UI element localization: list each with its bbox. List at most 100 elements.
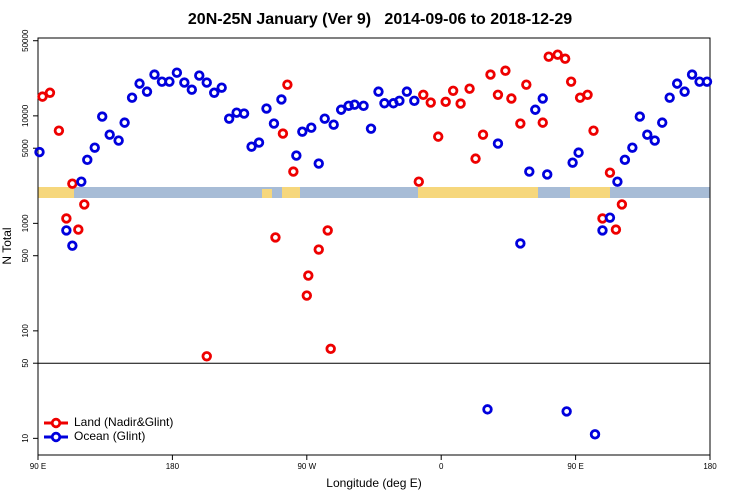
point (552, 49, 563, 60)
point (171, 67, 183, 78)
x-tick-label: 0 (439, 462, 444, 471)
point (604, 212, 616, 223)
point (270, 232, 281, 243)
point (500, 65, 511, 76)
y-tick-label: 10 (21, 433, 30, 442)
point (616, 199, 628, 210)
point (604, 167, 616, 178)
point (394, 95, 405, 107)
point (34, 146, 45, 158)
point (619, 154, 631, 166)
point (61, 225, 72, 236)
point (113, 135, 124, 146)
point (325, 343, 336, 355)
point (649, 135, 660, 146)
point (537, 93, 548, 104)
point (238, 108, 250, 119)
point (559, 53, 571, 64)
point (567, 157, 578, 168)
point (61, 213, 72, 224)
point (537, 117, 548, 128)
point (53, 125, 65, 136)
y-tick-label: 100 (21, 324, 30, 338)
point (365, 123, 377, 134)
point (335, 104, 347, 115)
point (282, 79, 293, 90)
map-strip (38, 187, 710, 198)
point (664, 92, 675, 103)
point (506, 93, 517, 104)
point (543, 51, 554, 62)
point (349, 99, 360, 110)
point (418, 89, 429, 100)
point (686, 69, 698, 80)
y-tick-label: 50 (21, 358, 30, 367)
x-axis-label: Longitude (deg E) (326, 476, 421, 490)
point (328, 119, 339, 130)
point (401, 86, 413, 97)
point (37, 91, 48, 102)
point (89, 142, 100, 153)
point (216, 82, 227, 93)
point (492, 138, 504, 149)
x-tick-label: 180 (703, 462, 717, 471)
y-tick-label: 5000 (21, 139, 30, 157)
chart-title: 20N-25N January (Ver 9) 2014-09-06 to 20… (188, 11, 572, 28)
point (126, 92, 138, 103)
point (358, 100, 369, 112)
point (679, 86, 690, 97)
point (433, 131, 444, 142)
point (179, 77, 190, 88)
point (201, 351, 212, 362)
point (194, 70, 205, 81)
point (627, 142, 638, 153)
point (701, 76, 713, 87)
point (268, 118, 280, 129)
point (413, 176, 424, 187)
point (79, 199, 90, 210)
x-tick-label: 180 (166, 462, 180, 471)
point (67, 240, 78, 251)
point (276, 94, 287, 105)
y-tick-label: 1000 (21, 214, 30, 232)
point (485, 69, 496, 80)
point (76, 176, 87, 187)
point (303, 270, 314, 281)
point (573, 147, 584, 158)
point (164, 76, 175, 87)
point (671, 78, 683, 89)
point (440, 96, 451, 108)
point (521, 79, 532, 90)
point (477, 129, 489, 140)
point (134, 78, 145, 89)
point (141, 86, 153, 97)
legend-label: Land (Nadir&Glint) (74, 415, 173, 429)
point (565, 76, 577, 87)
point (588, 125, 599, 136)
legend-marker (50, 431, 62, 443)
point (455, 98, 466, 109)
point (482, 404, 493, 415)
point (542, 169, 553, 180)
point (82, 154, 93, 166)
y-tick-label: 500 (21, 248, 30, 262)
point (201, 77, 212, 88)
point (425, 97, 436, 108)
point (379, 98, 390, 109)
point (642, 129, 653, 140)
point (515, 238, 526, 249)
point (313, 244, 324, 255)
point (612, 176, 623, 187)
point (73, 224, 84, 235)
point (530, 104, 541, 115)
point (597, 225, 608, 236)
point (301, 290, 312, 301)
point (97, 111, 108, 122)
legend-label: Ocean (Glint) (74, 429, 145, 443)
point (291, 150, 302, 161)
point (492, 89, 504, 100)
point (297, 126, 308, 137)
point (589, 429, 601, 440)
point (582, 89, 593, 100)
